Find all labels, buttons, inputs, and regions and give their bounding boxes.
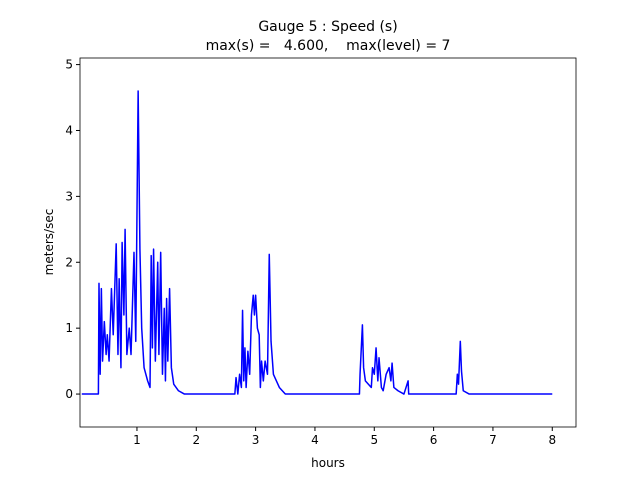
y-tick-label: 5	[65, 58, 73, 72]
y-tick-label: 0	[65, 387, 73, 401]
chart-subtitle: max(s) = 4.600, max(level) = 7	[206, 38, 451, 54]
y-tick-label: 3	[65, 189, 73, 203]
x-tick-label: 2	[192, 433, 200, 447]
x-tick-label: 3	[252, 433, 260, 447]
data-line	[81, 90, 553, 395]
y-tick-label: 4	[65, 123, 73, 137]
plot-frame	[79, 57, 577, 428]
x-tick-label: 7	[489, 433, 497, 447]
x-tick-label: 5	[370, 433, 378, 447]
x-tick-label: 8	[548, 433, 556, 447]
x-tick-label: 6	[430, 433, 438, 447]
y-tick-label: 2	[65, 255, 73, 269]
y-axis-label: meters/sec	[42, 209, 56, 276]
y-tick-label: 1	[65, 321, 73, 335]
x-tick-label: 4	[311, 433, 319, 447]
x-axis-label: hours	[311, 456, 345, 470]
chart-title: Gauge 5 : Speed (s)	[258, 19, 397, 35]
x-tick-label: 1	[133, 433, 141, 447]
